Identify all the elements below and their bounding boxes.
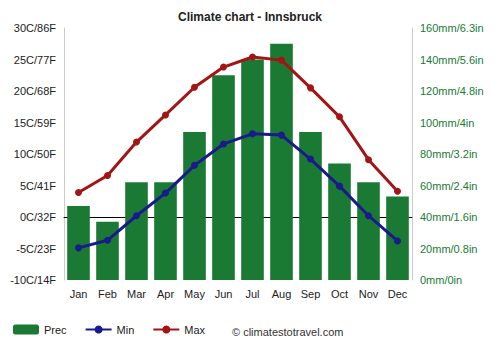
- svg-text:Nov: Nov: [359, 288, 379, 300]
- svg-text:20mm/0.8in: 20mm/0.8in: [420, 243, 477, 255]
- svg-text:15C/59F: 15C/59F: [14, 117, 56, 129]
- svg-text:-5C/23F: -5C/23F: [16, 243, 56, 255]
- svg-text:40mm/1.6in: 40mm/1.6in: [420, 211, 477, 223]
- svg-text:Climate chart - Innsbruck: Climate chart - Innsbruck: [178, 10, 322, 24]
- svg-text:30C/86F: 30C/86F: [14, 22, 56, 34]
- svg-text:Dec: Dec: [388, 288, 408, 300]
- svg-text:Aug: Aug: [272, 288, 292, 300]
- svg-text:Mar: Mar: [127, 288, 146, 300]
- svg-text:Feb: Feb: [98, 288, 117, 300]
- svg-text:Oct: Oct: [331, 288, 348, 300]
- svg-text:Jan: Jan: [70, 288, 88, 300]
- svg-text:5C/41F: 5C/41F: [20, 180, 56, 192]
- svg-text:0mm/0in: 0mm/0in: [420, 274, 462, 286]
- svg-text:Min: Min: [117, 324, 135, 336]
- svg-text:100mm/4in: 100mm/4in: [420, 117, 474, 129]
- svg-text:Apr: Apr: [157, 288, 174, 300]
- svg-text:120mm/4.8in: 120mm/4.8in: [420, 85, 484, 97]
- svg-text:0C/32F: 0C/32F: [20, 211, 56, 223]
- svg-text:Prec: Prec: [44, 324, 67, 336]
- svg-text:© climatestotravel.com: © climatestotravel.com: [232, 326, 343, 338]
- svg-text:-10C/14F: -10C/14F: [10, 274, 56, 286]
- svg-text:Jun: Jun: [215, 288, 233, 300]
- svg-text:10C/50F: 10C/50F: [14, 148, 56, 160]
- svg-text:20C/68F: 20C/68F: [14, 85, 56, 97]
- svg-text:140mm/5.6in: 140mm/5.6in: [420, 54, 484, 66]
- svg-text:Jul: Jul: [245, 288, 259, 300]
- svg-text:80mm/3.2in: 80mm/3.2in: [420, 148, 477, 160]
- svg-text:160mm/6.3in: 160mm/6.3in: [420, 22, 484, 34]
- svg-text:May: May: [184, 288, 205, 300]
- svg-text:25C/77F: 25C/77F: [14, 54, 56, 66]
- svg-text:Sep: Sep: [301, 288, 321, 300]
- svg-text:60mm/2.4in: 60mm/2.4in: [420, 180, 477, 192]
- svg-text:Max: Max: [184, 324, 205, 336]
